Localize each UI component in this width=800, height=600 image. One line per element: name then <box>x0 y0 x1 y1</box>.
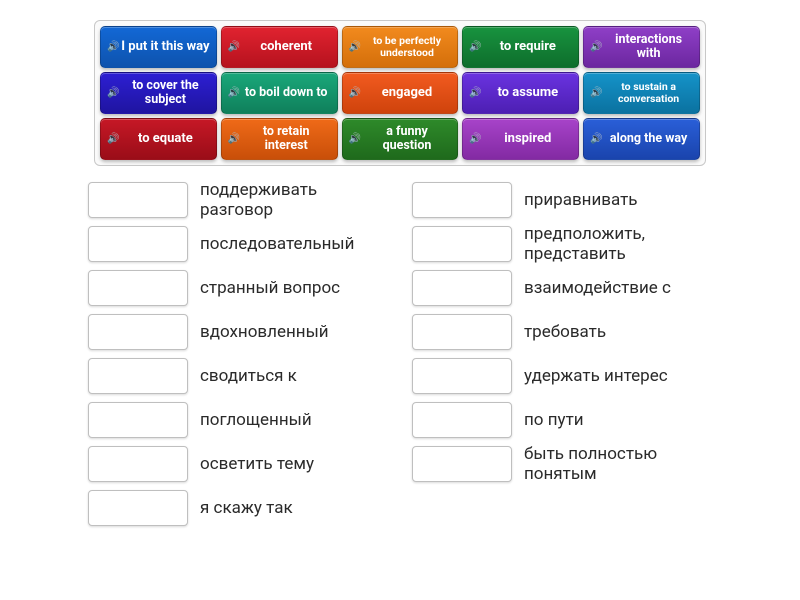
sound-icon: 🔊 <box>590 41 602 53</box>
answer-row: осветить тему <box>88 442 388 486</box>
tile-label: coherent <box>260 40 312 55</box>
tile-label: to assume <box>497 86 558 101</box>
draggable-tile[interactable]: 🔊to be perfectly understood <box>342 26 459 68</box>
tile-label: to sustain a conversation <box>604 81 693 105</box>
dropzone[interactable] <box>88 402 188 438</box>
sound-icon: 🔊 <box>469 41 481 53</box>
answer-row: предположить, представить <box>412 222 712 266</box>
answer-label: требовать <box>524 322 606 342</box>
dropzone[interactable] <box>88 270 188 306</box>
draggable-tile[interactable]: 🔊 coherent <box>221 26 338 68</box>
answer-row: поддерживать разговор <box>88 178 388 222</box>
dropzone[interactable] <box>412 270 512 306</box>
sound-icon: 🔊 <box>469 87 481 99</box>
sound-icon: 🔊 <box>228 41 240 53</box>
answer-label: предположить, представить <box>524 224 712 265</box>
draggable-tile[interactable]: 🔊 to require <box>462 26 579 68</box>
tile-label: to be perfectly understood <box>363 35 452 59</box>
draggable-tile[interactable]: 🔊to sustain a conversation <box>583 72 700 114</box>
tile-label: to cover the subject <box>121 79 210 108</box>
answer-row: по пути <box>412 398 712 442</box>
draggable-tile[interactable]: 🔊 engaged <box>342 72 459 114</box>
draggable-tile[interactable]: 🔊interactions with <box>583 26 700 68</box>
answer-label: вдохновленный <box>200 322 329 342</box>
draggable-tile[interactable]: 🔊 along the way <box>583 118 700 160</box>
tile-label: inspired <box>504 132 551 147</box>
sound-icon: 🔊 <box>107 87 119 99</box>
answer-label: по пути <box>524 410 584 430</box>
dropzone[interactable] <box>412 402 512 438</box>
answer-row: взаимодействие с <box>412 266 712 310</box>
sound-icon: 🔊 <box>349 133 361 145</box>
dropzone[interactable] <box>412 226 512 262</box>
draggable-tile[interactable]: 🔊to cover the subject <box>100 72 217 114</box>
sound-icon: 🔊 <box>349 41 361 53</box>
draggable-tile[interactable]: 🔊 inspired <box>462 118 579 160</box>
answer-label: поддерживать разговор <box>200 180 388 221</box>
dropzone[interactable] <box>88 446 188 482</box>
dropzone[interactable] <box>88 182 188 218</box>
answer-label: быть полностью понятым <box>524 444 712 485</box>
answer-row: требовать <box>412 310 712 354</box>
draggable-tile[interactable]: 🔊 to boil down to <box>221 72 338 114</box>
answer-row: странный вопрос <box>88 266 388 310</box>
answer-row: вдохновленный <box>88 310 388 354</box>
answer-label: сводиться к <box>200 366 297 386</box>
sound-icon: 🔊 <box>469 133 481 145</box>
tile-label: along the way <box>610 132 687 146</box>
answer-label: приравнивать <box>524 190 638 210</box>
dropzone[interactable] <box>412 358 512 394</box>
dropzone[interactable] <box>412 446 512 482</box>
answer-row: удержать интерес <box>412 354 712 398</box>
sound-icon: 🔊 <box>228 133 240 145</box>
answers-column-right: приравнивать предположить, представить вза… <box>412 178 712 530</box>
answer-row: я скажу так <box>88 486 388 530</box>
dropzone[interactable] <box>88 490 188 526</box>
draggable-tile[interactable]: 🔊 to equate <box>100 118 217 160</box>
answer-label: я скажу так <box>200 498 293 518</box>
tile-bank: 🔊I put it this way🔊coherent🔊to be perfec… <box>94 20 706 166</box>
answer-row: сводиться к <box>88 354 388 398</box>
tile-label: I put it this way <box>121 40 209 55</box>
tile-label: to require <box>500 40 556 55</box>
dropzone[interactable] <box>88 314 188 350</box>
sound-icon: 🔊 <box>107 133 119 145</box>
answer-label: осветить тему <box>200 454 314 474</box>
answer-row: быть полностью понятым <box>412 442 712 486</box>
dropzone[interactable] <box>412 182 512 218</box>
tile-label: engaged <box>382 86 432 101</box>
sound-icon: 🔊 <box>107 41 119 53</box>
answers-column-left: поддерживать разговор последовательный стр… <box>88 178 388 530</box>
sound-icon: 🔊 <box>590 133 602 145</box>
answer-label: странный вопрос <box>200 278 340 298</box>
answer-row: поглощенный <box>88 398 388 442</box>
answer-label: последовательный <box>200 234 354 254</box>
draggable-tile[interactable]: 🔊to retain interest <box>221 118 338 160</box>
dropzone[interactable] <box>88 358 188 394</box>
tile-label: to equate <box>138 132 193 147</box>
tile-label: interactions with <box>604 33 693 62</box>
answer-label: удержать интерес <box>524 366 668 386</box>
answer-row: последовательный <box>88 222 388 266</box>
sound-icon: 🔊 <box>590 87 602 99</box>
draggable-tile[interactable]: 🔊 to assume <box>462 72 579 114</box>
draggable-tile[interactable]: 🔊I put it this way <box>100 26 217 68</box>
answer-row: приравнивать <box>412 178 712 222</box>
dropzone[interactable] <box>412 314 512 350</box>
dropzone[interactable] <box>88 226 188 262</box>
sound-icon: 🔊 <box>228 87 240 99</box>
answers-grid: поддерживать разговор последовательный стр… <box>80 178 720 530</box>
answer-label: поглощенный <box>200 410 312 430</box>
answer-label: взаимодействие с <box>524 278 671 298</box>
tile-label: to retain interest <box>242 125 331 154</box>
tile-label: to boil down to <box>245 86 328 100</box>
draggable-tile[interactable]: 🔊a funny question <box>342 118 459 160</box>
tile-label: a funny question <box>363 125 452 154</box>
sound-icon: 🔊 <box>349 87 361 99</box>
